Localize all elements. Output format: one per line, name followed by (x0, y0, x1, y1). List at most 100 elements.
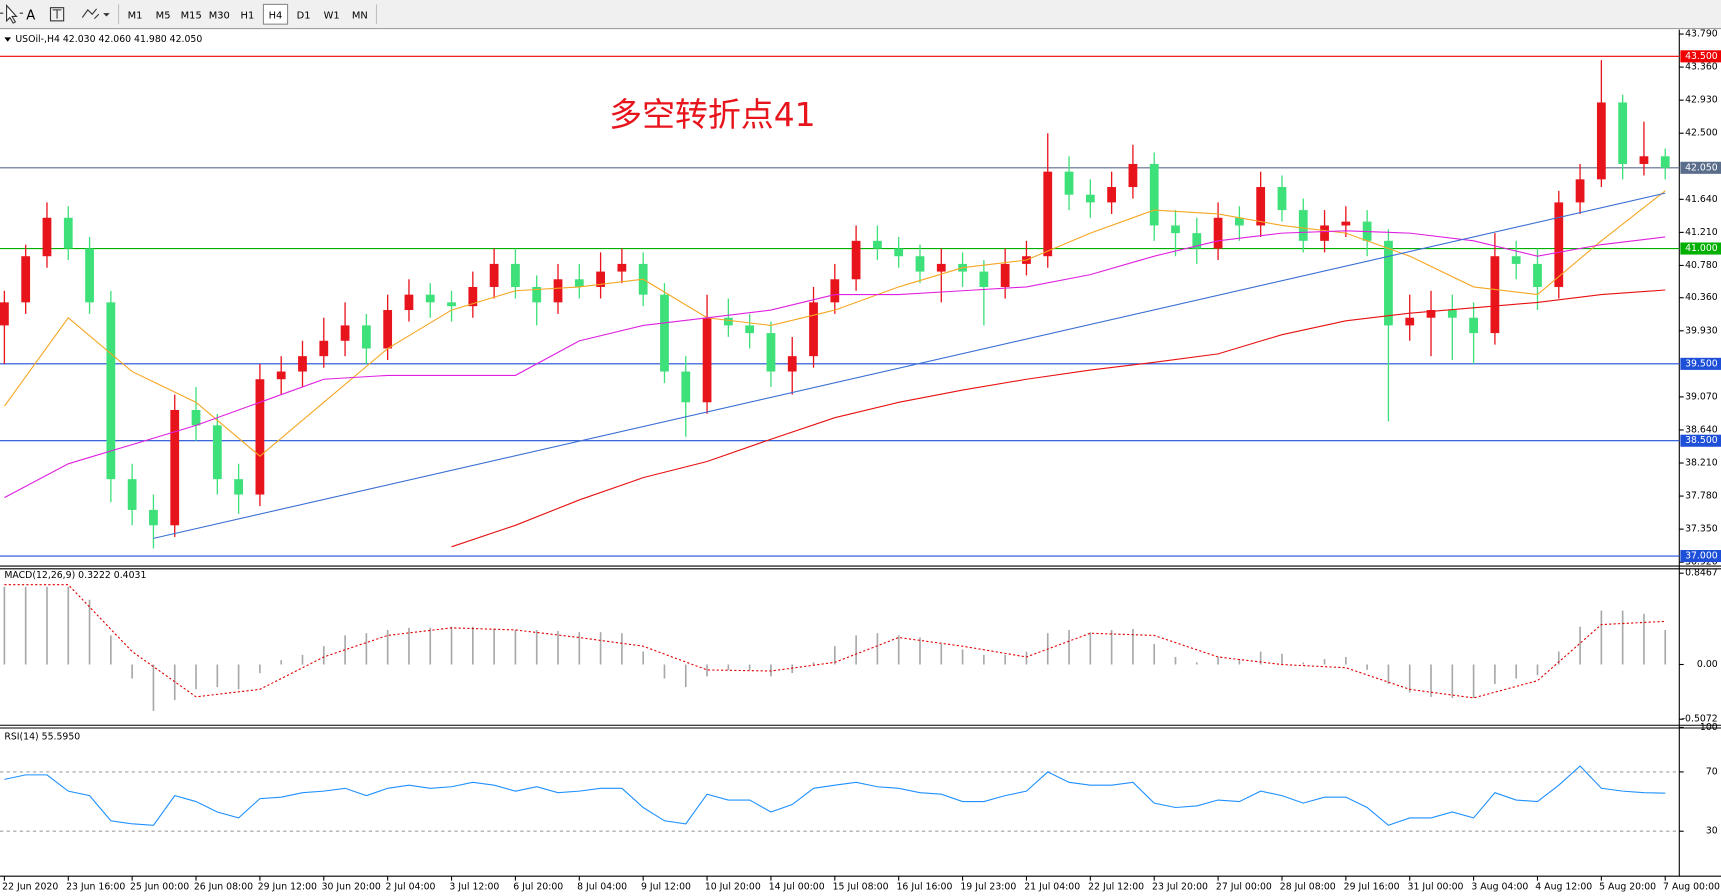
rsi-line (4, 765, 1666, 826)
candle-body (1085, 194, 1095, 203)
timeframe-button[interactable]: D1 (297, 10, 311, 21)
candle-body (234, 479, 244, 495)
candle-body (596, 271, 605, 287)
candle-body (1490, 256, 1500, 334)
y-tick-label: 40.780 (1685, 260, 1718, 271)
x-tick-label: 26 Jun 08:00 (194, 882, 253, 893)
y-tick-label: 0.00 (1697, 659, 1718, 670)
candle-body (979, 271, 989, 287)
shapes-dropdown[interactable] (103, 13, 110, 17)
candle-body (404, 294, 414, 311)
candle-body (1639, 156, 1649, 164)
candle-body (1064, 171, 1074, 195)
candle-body (617, 263, 627, 272)
y-tick-label: 39.930 (1685, 325, 1718, 336)
y-tick-label: 30 (1706, 826, 1718, 837)
candle-body (170, 409, 180, 526)
x-tick-label: 30 Jun 20:00 (322, 882, 381, 893)
timeframe-button[interactable]: H4 (269, 10, 283, 21)
timeframe-button[interactable]: M5 (156, 10, 171, 21)
candle-body (574, 279, 584, 287)
candle-body (1000, 263, 1010, 287)
x-tick-label: 22 Jul 12:00 (1088, 882, 1144, 893)
price-level-box (1680, 550, 1721, 563)
timeframe-button[interactable]: M1 (128, 10, 143, 21)
y-tick-label: 42.500 (1685, 128, 1718, 139)
candle-body (85, 248, 94, 303)
candle-body (766, 333, 776, 372)
timeframe-button[interactable]: H1 (241, 10, 255, 21)
y-tick-label: 37.780 (1685, 491, 1718, 502)
candle-body (851, 240, 861, 280)
candle-body (1043, 171, 1053, 257)
moving-average (451, 289, 1666, 548)
candle-body (1596, 102, 1606, 180)
price-level-box (1680, 242, 1721, 255)
text-tool[interactable]: A (26, 8, 35, 23)
candle-body (276, 371, 286, 380)
candle-body (1320, 225, 1329, 241)
candle-body (532, 286, 542, 303)
y-tick-label: 100 (1700, 722, 1718, 733)
x-tick-label: 29 Jun 12:00 (258, 882, 317, 893)
chart-menu-arrow[interactable] (4, 37, 11, 42)
x-tick-label: 25 Jun 00:00 (130, 882, 189, 893)
candle-body (1107, 187, 1117, 203)
candle-body (1447, 310, 1457, 318)
x-tick-label: 8 Jul 04:00 (577, 882, 627, 893)
candle-body (1171, 225, 1180, 234)
candle-body (127, 479, 137, 510)
y-tick-label: 39.070 (1685, 391, 1718, 402)
candle-body (702, 317, 712, 403)
candle-body (319, 340, 329, 357)
x-tick-label: 28 Jul 08:00 (1280, 882, 1336, 893)
candle-body (936, 263, 946, 272)
price-level-box (1680, 50, 1721, 63)
rsi-title: RSI(14) 55.5950 (4, 731, 80, 742)
candle-body (1234, 217, 1244, 226)
candle-body (1213, 217, 1223, 249)
x-tick-label: 16 Jul 16:00 (897, 882, 953, 893)
timeframe-button[interactable]: M15 (181, 10, 202, 21)
y-tick-label: 38.210 (1685, 458, 1718, 469)
label-tool[interactable] (49, 7, 65, 22)
candle-body (1511, 256, 1521, 264)
price-level-box (1680, 161, 1721, 174)
shapes-tool[interactable] (81, 8, 100, 20)
moving-average (4, 230, 1666, 499)
y-tick-label: -0.5072 (1682, 714, 1718, 725)
timeframe-button[interactable]: M30 (209, 10, 230, 21)
x-tick-label: 9 Jul 12:00 (641, 882, 691, 893)
toolbar (0, 0, 1721, 29)
y-tick-label: 43.360 (1685, 62, 1718, 73)
price-level-label: 39.500 (1685, 358, 1718, 369)
timeframe-button[interactable]: MN (352, 10, 368, 21)
x-tick-label: 5 Aug 20:00 (1599, 882, 1656, 893)
x-tick-label: 3 Aug 04:00 (1471, 882, 1528, 893)
moving-average (3, 190, 1666, 457)
x-tick-label: 23 Jul 20:00 (1152, 882, 1208, 893)
candle-body (1298, 210, 1308, 241)
candle-body (1660, 156, 1670, 168)
y-tick-label: 41.640 (1685, 194, 1718, 205)
y-tick-label: 36.920 (1685, 557, 1718, 568)
candle-body (1469, 317, 1478, 334)
candle-body (723, 317, 733, 326)
timeframe-button[interactable]: W1 (324, 10, 340, 21)
candle-body (1192, 233, 1202, 249)
x-tick-label: 27 Jul 00:00 (1216, 882, 1272, 893)
cursor-tool[interactable] (6, 4, 18, 24)
candle-body (1426, 310, 1436, 318)
price-level-label: 37.000 (1685, 551, 1718, 562)
candle-body (21, 256, 31, 303)
candle-body (1618, 102, 1628, 164)
price-level-label: 41.000 (1685, 243, 1718, 254)
candle-body (894, 248, 904, 257)
candle-body (1341, 221, 1351, 226)
x-tick-label: 15 Jul 08:00 (833, 882, 889, 893)
candle-body (212, 425, 222, 480)
candle-body (511, 263, 520, 287)
candle-body (468, 286, 478, 307)
candle-body (361, 325, 371, 349)
